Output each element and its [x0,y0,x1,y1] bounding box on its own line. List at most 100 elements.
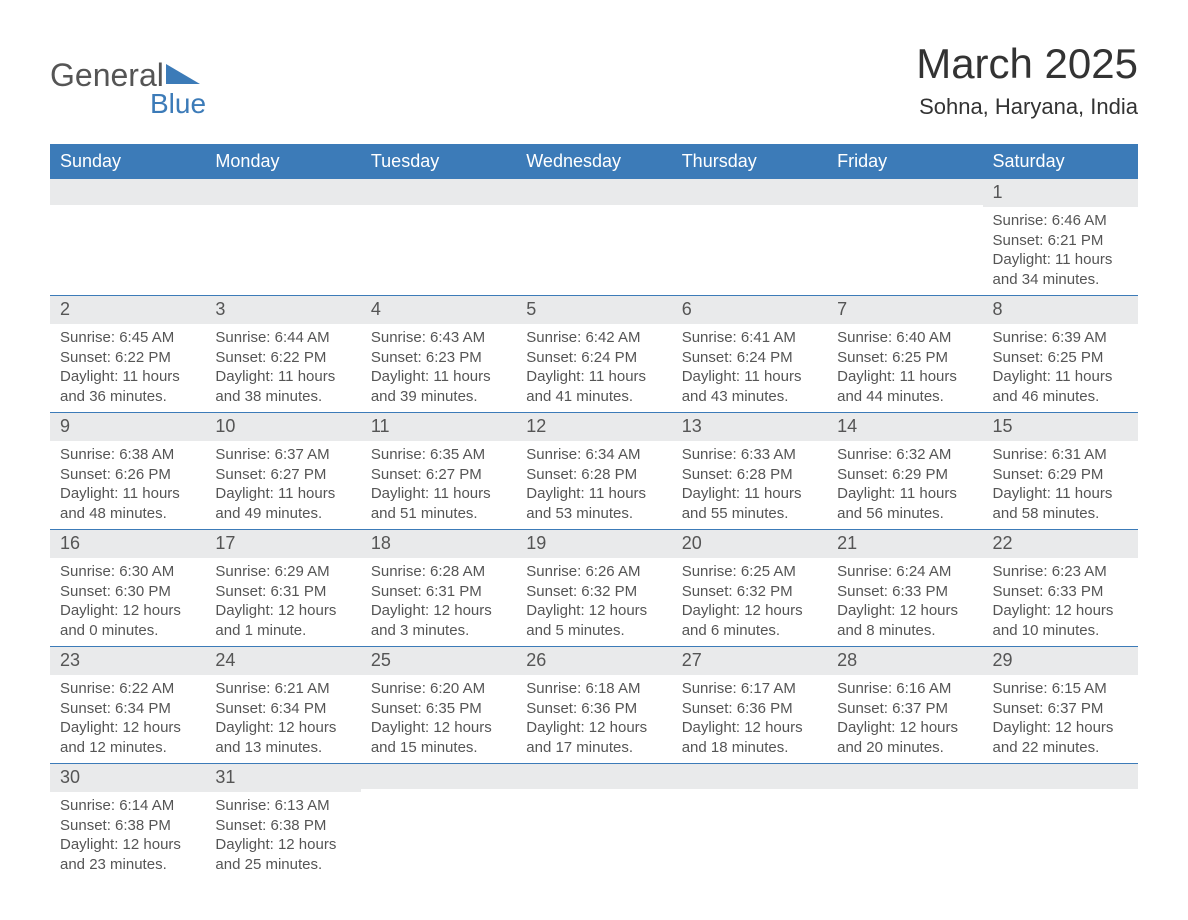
day-line: Sunrise: 6:15 AM [993,679,1128,699]
day-line: Daylight: 12 hours and 20 minutes. [837,718,972,757]
calendar-table: Sunday Monday Tuesday Wednesday Thursday… [50,144,1138,880]
day-cell: 2Sunrise: 6:45 AMSunset: 6:22 PMDaylight… [50,295,205,412]
day-line: Sunset: 6:35 PM [371,699,506,719]
day-number: 4 [361,295,516,324]
day-line: Sunset: 6:28 PM [682,465,817,485]
day-header-row: Sunday Monday Tuesday Wednesday Thursday… [50,144,1138,179]
day-line: Sunrise: 6:43 AM [371,328,506,348]
day-line: Daylight: 12 hours and 12 minutes. [60,718,195,757]
day-line: Daylight: 12 hours and 23 minutes. [60,835,195,874]
day-line: Sunset: 6:24 PM [682,348,817,368]
day-body: Sunrise: 6:45 AMSunset: 6:22 PMDaylight:… [50,324,205,412]
day-line: Sunrise: 6:17 AM [682,679,817,699]
day-body [516,205,671,287]
day-line: Daylight: 11 hours and 51 minutes. [371,484,506,523]
day-line: Daylight: 11 hours and 41 minutes. [526,367,661,406]
day-number [516,763,671,789]
day-line: Sunset: 6:27 PM [215,465,350,485]
day-line: Sunset: 6:32 PM [682,582,817,602]
day-cell: 27Sunrise: 6:17 AMSunset: 6:36 PMDayligh… [672,646,827,763]
day-line: Sunrise: 6:30 AM [60,562,195,582]
day-line: Daylight: 11 hours and 55 minutes. [682,484,817,523]
day-number: 31 [205,763,360,792]
day-cell: 20Sunrise: 6:25 AMSunset: 6:32 PMDayligh… [672,529,827,646]
day-number: 11 [361,412,516,441]
day-cell [983,763,1138,880]
day-cell: 28Sunrise: 6:16 AMSunset: 6:37 PMDayligh… [827,646,982,763]
day-body: Sunrise: 6:22 AMSunset: 6:34 PMDaylight:… [50,675,205,763]
day-body: Sunrise: 6:21 AMSunset: 6:34 PMDaylight:… [205,675,360,763]
day-line: Sunrise: 6:21 AM [215,679,350,699]
day-line: Daylight: 11 hours and 49 minutes. [215,484,350,523]
day-line: Daylight: 11 hours and 48 minutes. [60,484,195,523]
day-number: 9 [50,412,205,441]
day-line: Sunset: 6:25 PM [837,348,972,368]
day-cell [672,763,827,880]
day-line: Daylight: 11 hours and 44 minutes. [837,367,972,406]
week-row: 16Sunrise: 6:30 AMSunset: 6:30 PMDayligh… [50,529,1138,646]
day-line: Sunrise: 6:41 AM [682,328,817,348]
day-line: Daylight: 12 hours and 8 minutes. [837,601,972,640]
day-cell [827,179,982,295]
day-body [672,789,827,871]
day-body [983,789,1138,871]
day-number: 20 [672,529,827,558]
day-line: Sunset: 6:31 PM [371,582,506,602]
day-body: Sunrise: 6:14 AMSunset: 6:38 PMDaylight:… [50,792,205,880]
day-line: Sunrise: 6:18 AM [526,679,661,699]
day-line: Daylight: 12 hours and 22 minutes. [993,718,1128,757]
day-number: 29 [983,646,1138,675]
day-body [516,789,671,871]
day-number [827,179,982,205]
day-number: 5 [516,295,671,324]
day-line: Sunrise: 6:38 AM [60,445,195,465]
day-body: Sunrise: 6:42 AMSunset: 6:24 PMDaylight:… [516,324,671,412]
day-line: Sunset: 6:33 PM [993,582,1128,602]
day-body [361,789,516,871]
day-line: Sunrise: 6:24 AM [837,562,972,582]
day-line: Daylight: 11 hours and 43 minutes. [682,367,817,406]
day-cell: 6 Sunrise: 6:41 AMSunset: 6:24 PMDaylight… [672,295,827,412]
day-line: Daylight: 12 hours and 18 minutes. [682,718,817,757]
day-line: Sunrise: 6:23 AM [993,562,1128,582]
day-cell [50,179,205,295]
day-body: Sunrise: 6:15 AMSunset: 6:37 PMDaylight:… [983,675,1138,763]
logo-word-1: General [50,57,164,94]
day-number: 26 [516,646,671,675]
day-line: Sunset: 6:22 PM [60,348,195,368]
day-line: Sunrise: 6:14 AM [60,796,195,816]
logo-word-2: Blue [150,88,206,120]
week-row: 9Sunrise: 6:38 AMSunset: 6:26 PMDaylight… [50,412,1138,529]
day-cell: 10Sunrise: 6:37 AMSunset: 6:27 PMDayligh… [205,412,360,529]
day-line: Sunrise: 6:37 AM [215,445,350,465]
day-body: Sunrise: 6:46 AMSunset: 6:21 PMDaylight:… [983,207,1138,295]
day-line: Sunrise: 6:40 AM [837,328,972,348]
day-line: Sunset: 6:24 PM [526,348,661,368]
day-cell: 1Sunrise: 6:46 AMSunset: 6:21 PMDaylight… [983,179,1138,295]
day-body: Sunrise: 6:40 AMSunset: 6:25 PMDaylight:… [827,324,982,412]
day-line: Sunset: 6:25 PM [993,348,1128,368]
day-line: Sunrise: 6:20 AM [371,679,506,699]
day-line: Sunrise: 6:32 AM [837,445,972,465]
day-number: 2 [50,295,205,324]
day-number: 6 [672,295,827,324]
day-body: Sunrise: 6:44 AMSunset: 6:22 PMDaylight:… [205,324,360,412]
month-title: March 2025 [916,40,1138,88]
day-line: Daylight: 12 hours and 0 minutes. [60,601,195,640]
day-line: Daylight: 11 hours and 46 minutes. [993,367,1128,406]
day-body: Sunrise: 6:16 AMSunset: 6:37 PMDaylight:… [827,675,982,763]
day-body: Sunrise: 6:28 AMSunset: 6:31 PMDaylight:… [361,558,516,646]
day-number: 25 [361,646,516,675]
day-number [361,763,516,789]
day-cell: 24Sunrise: 6:21 AMSunset: 6:34 PMDayligh… [205,646,360,763]
day-line: Sunset: 6:36 PM [526,699,661,719]
day-line: Sunrise: 6:44 AM [215,328,350,348]
dayhead-sun: Sunday [50,144,205,179]
calendar-body: 1Sunrise: 6:46 AMSunset: 6:21 PMDaylight… [50,179,1138,880]
day-body: Sunrise: 6:17 AMSunset: 6:36 PMDaylight:… [672,675,827,763]
day-line: Sunset: 6:31 PM [215,582,350,602]
day-cell: 11Sunrise: 6:35 AMSunset: 6:27 PMDayligh… [361,412,516,529]
day-line: Daylight: 12 hours and 25 minutes. [215,835,350,874]
day-line: Sunrise: 6:42 AM [526,328,661,348]
day-line: Daylight: 11 hours and 58 minutes. [993,484,1128,523]
